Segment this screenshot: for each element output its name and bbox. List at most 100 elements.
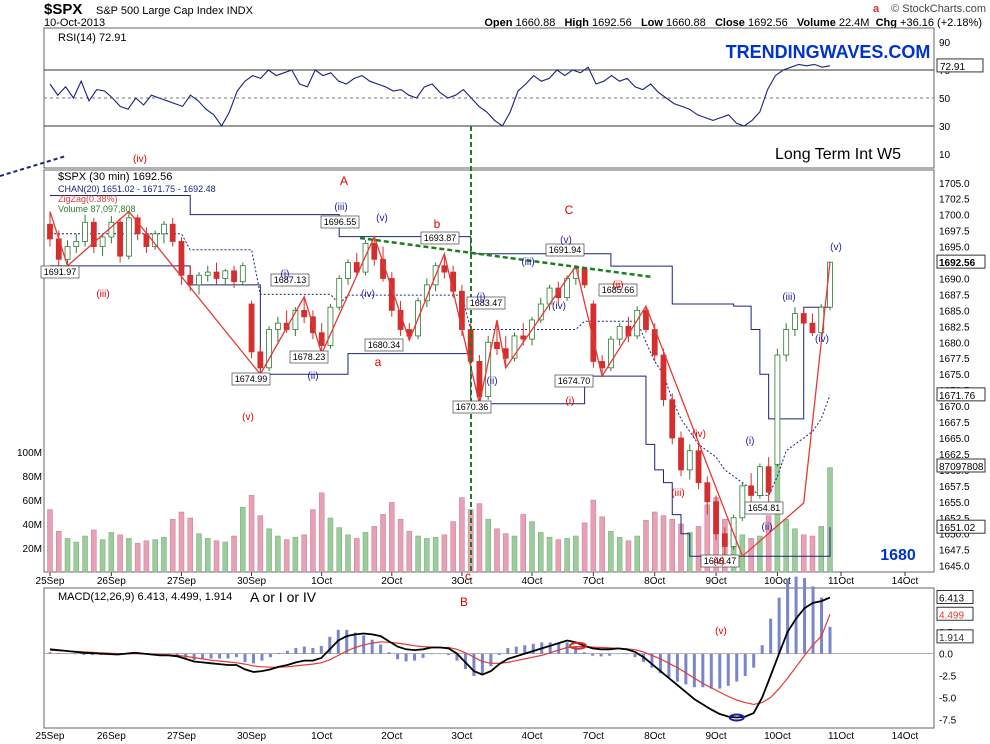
volume-bar — [581, 522, 588, 573]
price-tick-label: 1697.5 — [939, 227, 970, 238]
volume-bar — [231, 535, 237, 573]
symbol-name: S&P 500 Large Cap Index INDX — [96, 5, 253, 17]
candle-body — [739, 485, 746, 519]
candle-body — [423, 284, 430, 302]
price-tick-label: 1655.0 — [939, 498, 970, 509]
price-tick-label: 1670.0 — [939, 402, 970, 413]
macd-right-label: 6.413 — [939, 594, 964, 605]
macd-histogram-bar — [777, 597, 781, 654]
price-tick-label: 1662.5 — [939, 450, 970, 461]
volume-bar — [485, 518, 491, 573]
price-label-box — [420, 231, 460, 245]
macd-histogram-bar — [752, 653, 756, 668]
volume-tick-label: 80M — [23, 472, 42, 483]
price-right-label: 1671.76 — [939, 391, 976, 402]
volume-bar — [669, 518, 675, 573]
macd-right-box — [936, 629, 974, 644]
price-right-label: 1651.02 — [939, 523, 976, 534]
price-tick-label: 1675.0 — [939, 370, 970, 381]
candle-body — [476, 361, 483, 397]
volume-bar — [213, 540, 220, 573]
wave-label: (iii) — [521, 257, 534, 268]
high-label: High — [564, 17, 589, 29]
macd-histogram-bar — [743, 653, 747, 677]
volume-bar — [196, 533, 202, 573]
x-tick-label: 2Oct — [381, 576, 402, 587]
macd-histogram-bar — [650, 653, 654, 668]
symbol-title: $SPX — [44, 1, 83, 18]
x-tick-label: 7Oct — [583, 576, 604, 587]
price-label: 1693.87 — [424, 233, 457, 243]
volume-bar — [178, 511, 185, 573]
volume-bar — [82, 535, 88, 573]
macd-x-tick-label: 27Sep — [167, 731, 196, 742]
macd-histogram-bar — [268, 653, 272, 658]
macd-histogram-bar — [387, 652, 391, 654]
macd-high-circle — [569, 641, 587, 650]
candle-body — [748, 485, 755, 496]
candle-body — [353, 262, 360, 273]
macd-histogram-bar — [56, 652, 60, 654]
candle-body — [161, 223, 167, 235]
macd-histogram-bar — [370, 639, 374, 654]
candle-body — [695, 450, 702, 484]
volume-bar — [529, 521, 535, 573]
volume-bar — [205, 538, 211, 573]
channel-middle-line — [50, 233, 831, 496]
macd-histogram-bar — [769, 618, 773, 654]
high-value: 1692.56 — [592, 17, 632, 29]
volume-bar — [511, 535, 518, 573]
candle-body — [783, 329, 790, 356]
price-right-label: 1692.56 — [939, 258, 976, 269]
candle-body — [73, 241, 80, 247]
volume-bar — [371, 526, 378, 573]
price-label: 1654.81 — [748, 503, 781, 513]
wave-label: (iv) — [133, 154, 147, 165]
candle-body — [792, 313, 798, 330]
macd-histogram-bar — [608, 653, 612, 656]
macd-histogram-bar — [192, 653, 196, 660]
volume-bar — [222, 541, 229, 573]
quote-bar: Open 1660.88 High 1692.56 Low 1660.88 Cl… — [484, 17, 982, 29]
volume-bar — [555, 539, 562, 573]
volume-bar — [275, 535, 281, 573]
macd-right-label: 4.499 — [939, 610, 964, 621]
volume-bar — [283, 539, 290, 573]
volume-bar — [240, 506, 246, 573]
price-label: 1674.99 — [235, 374, 268, 384]
candle-body — [292, 309, 299, 330]
price-label: 1646.47 — [704, 556, 737, 566]
macd-x-tick-label: 30Sep — [237, 731, 266, 742]
wave-label: (v) — [242, 412, 254, 423]
candle-body — [756, 466, 763, 496]
candle-body — [669, 399, 676, 439]
macd-low-circle — [728, 713, 745, 722]
wave-label: b — [434, 217, 441, 231]
macd-histogram-bar — [175, 653, 179, 656]
candle-body — [616, 325, 623, 340]
macd-frame — [43, 587, 935, 729]
price-tick-label: 1680.0 — [939, 338, 970, 349]
price-tick-label: 1645.0 — [939, 562, 970, 573]
macd-histogram-bar — [726, 653, 730, 686]
candle-body — [590, 303, 597, 362]
macd-histogram-bar — [506, 648, 510, 654]
candle-body — [169, 223, 176, 242]
wave-label: (ii) — [612, 280, 623, 291]
chg-label: Chg — [875, 17, 897, 29]
copyright-text: a © StockCharts.com — [873, 3, 986, 15]
price-label-box — [545, 243, 585, 257]
price-legend-title: $SPX (30 min) 1692.56 — [58, 171, 172, 183]
candle-body — [108, 221, 115, 238]
candle-body — [520, 335, 527, 340]
candle-body — [213, 271, 220, 279]
close-value: 1692.56 — [747, 17, 788, 29]
volume-bar — [809, 535, 816, 573]
macd-legend: MACD(12,26,9) 6.413, 4.499, 1.914 — [58, 591, 232, 603]
volume-bar — [827, 467, 833, 573]
macd-histogram-bar — [251, 653, 255, 664]
price-label: 1687.13 — [274, 275, 307, 285]
wave-label: (v) — [713, 556, 725, 567]
candle-body — [248, 303, 255, 353]
